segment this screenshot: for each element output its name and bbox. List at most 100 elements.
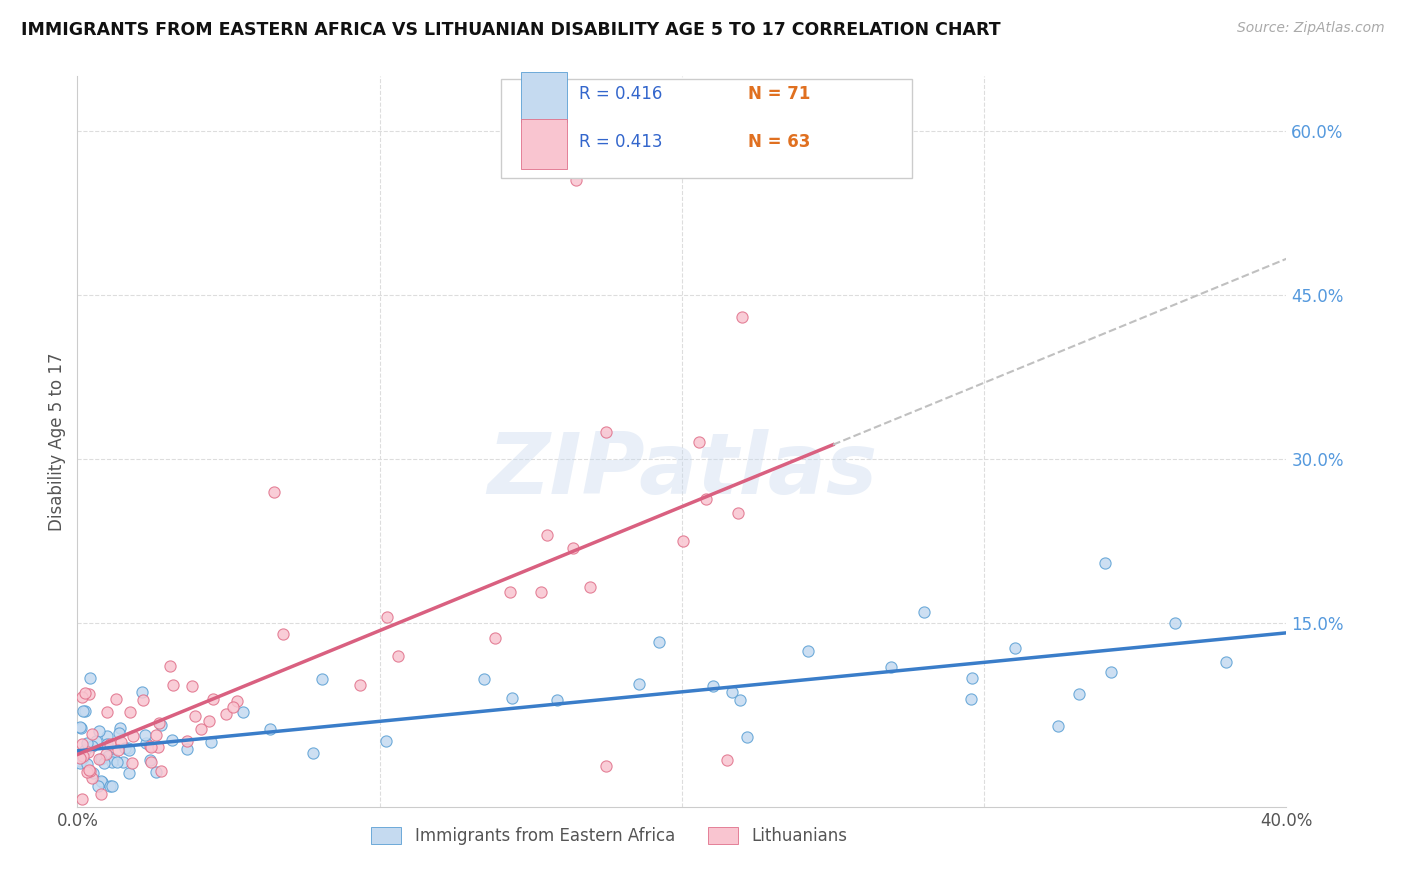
Point [221,699,243,714]
Point [82,739,104,753]
Point [105,755,128,769]
Point [87,723,110,738]
Text: N = 63: N = 63 [748,133,811,151]
Point [93,756,115,770]
Point [90,787,112,801]
Point [73,743,96,757]
Point [105,691,128,706]
Point [301,746,323,760]
Point [90,752,112,766]
Point [108,722,131,736]
Point [1004,641,1026,656]
Point [135,736,157,750]
Point [70,690,93,705]
Point [89,752,111,766]
Point [69,751,91,765]
Point [1094,556,1116,570]
Point [70,738,93,752]
Point [271,626,294,640]
Point [77,745,100,759]
Point [97,748,120,763]
Text: IMMIGRANTS FROM EASTERN AFRICA VS LITHUANIAN DISABILITY AGE 5 TO 17 CORRELATION : IMMIGRANTS FROM EASTERN AFRICA VS LITHUA… [21,21,1001,38]
Bar [522,119,567,169]
Point [184,709,207,723]
Point [1215,655,1237,669]
Point [176,742,198,756]
Point [82,766,104,780]
Point [536,527,558,541]
Point [100,755,122,769]
Point [311,673,333,687]
Point [198,714,221,728]
Point [565,173,588,187]
Point [101,780,124,794]
Point [121,729,143,743]
Point [720,685,742,699]
Point [69,748,91,763]
Point [120,705,142,719]
Point [87,780,110,794]
Point [118,766,141,780]
Point [215,707,238,722]
Point [145,764,167,779]
Point [716,753,738,767]
Point [1047,719,1070,733]
Point [94,747,117,761]
Point [530,585,553,599]
Point [86,733,108,747]
Point [96,729,118,743]
Point [146,740,169,755]
Point [727,506,749,520]
Point [672,534,695,549]
Point [159,658,181,673]
Point [139,739,162,753]
Point [134,728,156,742]
Point [114,741,136,756]
Point [72,751,94,765]
Point [79,764,101,778]
Point [96,737,118,751]
Point [121,756,143,770]
Point [349,678,371,692]
Text: Source: ZipAtlas.com: Source: ZipAtlas.com [1237,21,1385,35]
Point [578,580,600,594]
Point [145,728,167,742]
Point [117,740,139,755]
Point [595,758,617,772]
Point [190,722,212,736]
Point [1163,615,1185,630]
Point [180,680,202,694]
Text: R = 0.416: R = 0.416 [579,86,662,103]
Point [595,425,617,439]
Point [695,491,717,506]
Point [139,753,162,767]
Bar [522,71,567,121]
Point [176,734,198,748]
Point [110,734,132,748]
Point [162,678,184,692]
Point [912,605,935,619]
Point [98,737,121,751]
Point [797,643,820,657]
Point [90,774,112,789]
Text: ZIPatlas: ZIPatlas [486,429,877,512]
Point [150,717,173,731]
Point [98,779,121,793]
Point [546,692,568,706]
Point [73,686,96,700]
Point [200,735,222,749]
Point [70,721,93,735]
Point [501,690,523,705]
Y-axis label: Disability Age 5 to 17: Disability Age 5 to 17 [48,352,66,531]
Point [232,706,254,720]
Point [79,688,101,702]
Point [103,752,125,766]
Point [728,692,751,706]
Point [72,791,94,805]
Point [375,734,398,748]
Point [139,756,162,770]
Point [132,693,155,707]
Point [117,742,139,756]
Point [141,739,163,754]
Point [648,635,671,649]
